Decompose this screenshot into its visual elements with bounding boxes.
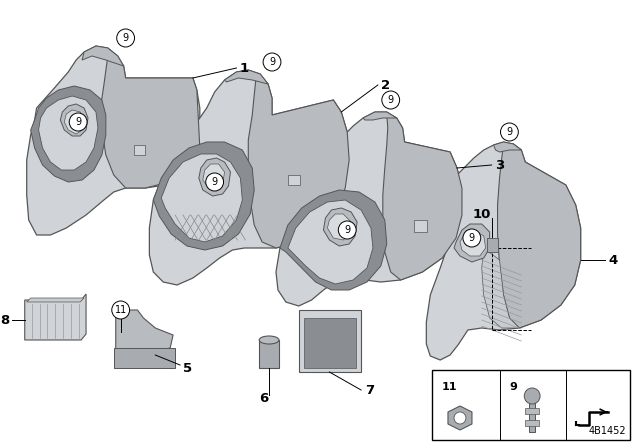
Polygon shape bbox=[27, 46, 200, 235]
Polygon shape bbox=[497, 144, 580, 328]
Polygon shape bbox=[328, 214, 351, 240]
Polygon shape bbox=[303, 318, 356, 368]
Polygon shape bbox=[101, 56, 200, 188]
Polygon shape bbox=[323, 208, 357, 246]
Circle shape bbox=[112, 301, 129, 319]
Text: 9: 9 bbox=[506, 127, 513, 137]
Text: 4: 4 bbox=[609, 254, 618, 267]
Polygon shape bbox=[27, 298, 84, 302]
Text: 9: 9 bbox=[468, 233, 475, 243]
Circle shape bbox=[463, 229, 481, 247]
Text: 8: 8 bbox=[1, 314, 10, 327]
Polygon shape bbox=[280, 190, 387, 290]
Text: 9: 9 bbox=[212, 177, 218, 187]
Polygon shape bbox=[31, 86, 106, 182]
Polygon shape bbox=[116, 310, 173, 355]
Text: 2: 2 bbox=[381, 78, 390, 91]
Ellipse shape bbox=[259, 336, 279, 344]
Polygon shape bbox=[225, 70, 268, 84]
Polygon shape bbox=[82, 46, 124, 66]
Polygon shape bbox=[134, 145, 145, 155]
Polygon shape bbox=[288, 175, 300, 185]
Polygon shape bbox=[259, 340, 279, 368]
Text: 11: 11 bbox=[115, 305, 127, 315]
Polygon shape bbox=[154, 142, 254, 250]
Text: 4B1452: 4B1452 bbox=[589, 426, 626, 436]
Polygon shape bbox=[60, 104, 88, 136]
Text: 1: 1 bbox=[239, 61, 248, 74]
Polygon shape bbox=[486, 238, 497, 252]
Polygon shape bbox=[38, 96, 98, 170]
Polygon shape bbox=[415, 220, 428, 232]
Polygon shape bbox=[426, 142, 580, 360]
Polygon shape bbox=[161, 154, 243, 242]
Polygon shape bbox=[482, 248, 519, 328]
Text: 10: 10 bbox=[472, 207, 491, 220]
Polygon shape bbox=[25, 294, 86, 340]
Polygon shape bbox=[64, 110, 84, 134]
Circle shape bbox=[205, 173, 223, 191]
Polygon shape bbox=[363, 112, 397, 120]
Polygon shape bbox=[299, 310, 361, 372]
Circle shape bbox=[500, 123, 518, 141]
Polygon shape bbox=[149, 70, 349, 285]
Polygon shape bbox=[199, 158, 230, 196]
Polygon shape bbox=[493, 142, 522, 152]
Polygon shape bbox=[114, 348, 175, 368]
Polygon shape bbox=[203, 164, 225, 190]
Polygon shape bbox=[525, 420, 539, 426]
Circle shape bbox=[116, 29, 134, 47]
Polygon shape bbox=[448, 406, 472, 430]
Polygon shape bbox=[454, 224, 490, 262]
Text: 3: 3 bbox=[495, 159, 504, 172]
FancyBboxPatch shape bbox=[432, 370, 630, 440]
Polygon shape bbox=[460, 230, 486, 256]
Circle shape bbox=[69, 113, 87, 131]
Text: 9: 9 bbox=[509, 382, 517, 392]
Circle shape bbox=[382, 91, 399, 109]
Text: 5: 5 bbox=[183, 362, 192, 375]
Text: 7: 7 bbox=[365, 383, 374, 396]
Circle shape bbox=[454, 412, 466, 424]
Text: 11: 11 bbox=[442, 382, 458, 392]
Polygon shape bbox=[525, 408, 539, 414]
Polygon shape bbox=[276, 112, 462, 306]
Circle shape bbox=[263, 53, 281, 71]
Text: 9: 9 bbox=[269, 57, 275, 67]
Text: 9: 9 bbox=[123, 33, 129, 43]
Text: 9: 9 bbox=[344, 225, 350, 235]
Polygon shape bbox=[383, 114, 462, 280]
Polygon shape bbox=[529, 400, 535, 432]
Text: 9: 9 bbox=[388, 95, 394, 105]
Circle shape bbox=[339, 221, 356, 239]
Circle shape bbox=[524, 388, 540, 404]
Text: 9: 9 bbox=[75, 117, 81, 127]
Text: 6: 6 bbox=[259, 392, 269, 405]
Polygon shape bbox=[288, 200, 373, 284]
Polygon shape bbox=[248, 76, 349, 248]
